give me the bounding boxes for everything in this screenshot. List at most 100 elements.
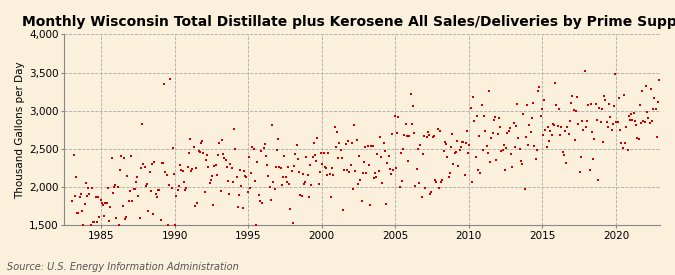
Point — [334, 141, 345, 145]
Point — [566, 101, 576, 106]
Point — [595, 119, 606, 124]
Point — [121, 215, 132, 219]
Point — [295, 193, 306, 197]
Point — [106, 155, 117, 160]
Point — [485, 160, 495, 165]
Point — [392, 131, 402, 135]
Point — [124, 189, 135, 194]
Point — [599, 94, 610, 98]
Point — [470, 154, 481, 159]
Point — [654, 78, 665, 82]
Point — [576, 155, 587, 160]
Point — [627, 118, 638, 122]
Point — [382, 161, 393, 166]
Point — [608, 122, 618, 126]
Point — [273, 137, 284, 141]
Point — [352, 182, 363, 186]
Point — [211, 162, 221, 167]
Point — [285, 207, 296, 211]
Point — [519, 187, 530, 191]
Point — [535, 114, 546, 119]
Point — [572, 95, 583, 99]
Point — [420, 185, 431, 190]
Point — [462, 129, 472, 133]
Point — [169, 172, 180, 177]
Point — [149, 160, 160, 164]
Point — [250, 223, 261, 227]
Point — [277, 175, 288, 179]
Point — [294, 170, 304, 174]
Point — [244, 186, 255, 191]
Point — [450, 150, 461, 154]
Point — [264, 184, 275, 189]
Point — [554, 107, 564, 111]
Point — [105, 205, 115, 209]
Point — [568, 108, 579, 112]
Point — [516, 159, 526, 163]
Point — [167, 146, 178, 150]
Point — [558, 153, 569, 157]
Point — [197, 139, 208, 144]
Point — [644, 121, 655, 125]
Point — [622, 148, 633, 152]
Point — [318, 151, 329, 155]
Point — [194, 150, 205, 155]
Point — [637, 89, 647, 93]
Point — [541, 144, 552, 149]
Point — [288, 221, 298, 225]
Point — [257, 201, 268, 206]
Point — [591, 118, 602, 122]
Point — [584, 168, 595, 172]
Point — [452, 139, 462, 143]
Point — [399, 132, 410, 137]
Point — [630, 119, 641, 123]
Point — [333, 156, 344, 160]
Point — [346, 141, 357, 145]
Point — [465, 106, 476, 110]
Point — [192, 201, 202, 205]
Point — [493, 116, 504, 120]
Point — [520, 135, 531, 139]
Point — [427, 135, 438, 140]
Point — [643, 116, 654, 120]
Point — [364, 163, 375, 167]
Point — [376, 155, 387, 159]
Title: Monthly Wisconsin Total Distillate plus Kerosene All Sales/Deliveries by Prime S: Monthly Wisconsin Total Distillate plus … — [22, 15, 675, 29]
Point — [530, 157, 541, 161]
Point — [514, 147, 525, 151]
Point — [165, 76, 176, 81]
Point — [140, 183, 151, 188]
Point — [460, 141, 471, 146]
Point — [650, 107, 661, 111]
Point — [508, 121, 519, 126]
Point — [555, 133, 566, 138]
Point — [450, 151, 460, 155]
Point — [611, 120, 622, 124]
Point — [454, 147, 465, 152]
Point — [80, 181, 91, 185]
Point — [610, 72, 621, 76]
Point — [223, 179, 234, 184]
Point — [235, 167, 246, 172]
Point — [79, 202, 90, 207]
Point — [186, 169, 196, 173]
Point — [271, 148, 282, 152]
Point — [94, 215, 105, 219]
Point — [327, 166, 338, 170]
Point — [381, 202, 392, 207]
Point — [360, 145, 371, 149]
Point — [240, 174, 250, 178]
Point — [172, 187, 183, 192]
Point — [325, 194, 336, 199]
Point — [227, 180, 238, 185]
Point — [605, 114, 616, 119]
Point — [202, 152, 213, 157]
Point — [144, 169, 155, 174]
Point — [90, 195, 101, 199]
Point — [137, 122, 148, 127]
Point — [429, 134, 439, 138]
Point — [444, 171, 455, 175]
Point — [446, 145, 456, 149]
Point — [160, 169, 171, 174]
Point — [357, 171, 368, 175]
